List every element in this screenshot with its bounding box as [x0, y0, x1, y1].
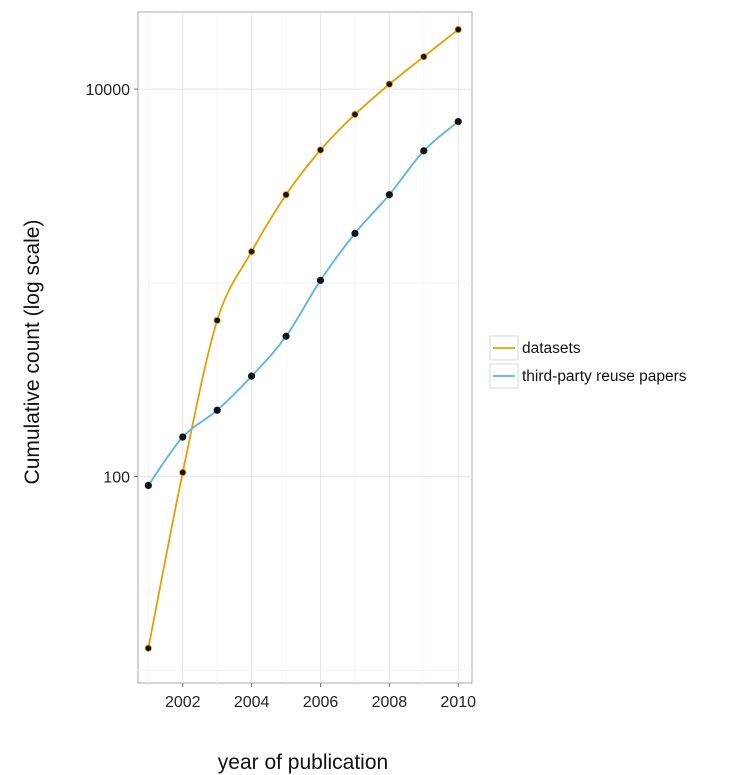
data-point-datasets — [179, 468, 187, 477]
data-point-datasets — [385, 80, 393, 88]
data-point-datasets — [213, 316, 221, 324]
axis-ticks: 2002 2004 2006 2008 2010 100 10000 — [86, 82, 477, 711]
legend: datasets third-party reuse papers — [489, 335, 687, 389]
data-point-third-party-reuse-papers — [248, 372, 256, 380]
y-tick-label: 100 — [103, 470, 130, 487]
data-point-third-party-reuse-papers — [144, 481, 152, 490]
y-axis-title: Cumulative count (log scale) — [21, 220, 44, 485]
series-line-third-party-reuse-papers — [147, 120, 459, 486]
data-point-third-party-reuse-papers — [316, 276, 325, 284]
data-point-third-party-reuse-papers — [282, 332, 290, 340]
data-point-datasets — [454, 25, 462, 34]
data-point-third-party-reuse-papers — [351, 229, 359, 237]
data-point-datasets — [316, 146, 325, 154]
grid-lines — [138, 12, 472, 683]
x-tick-label: 2010 — [440, 694, 476, 711]
x-tick-label: 2008 — [372, 694, 408, 711]
x-tick-label: 2004 — [234, 694, 270, 711]
data-point-third-party-reuse-papers — [213, 406, 221, 414]
x-tick-label: 2002 — [165, 694, 201, 711]
data-point-third-party-reuse-papers — [385, 191, 393, 199]
data-point-datasets — [351, 110, 359, 119]
data-point-datasets — [248, 247, 256, 256]
data-point-third-party-reuse-papers — [420, 147, 428, 155]
y-tick-label: 10000 — [86, 82, 131, 99]
data-point-datasets — [144, 644, 152, 652]
legend-label-third-party-reuse-papers: third-party reuse papers — [522, 368, 687, 385]
data-point-datasets — [282, 191, 290, 199]
plot-background — [137, 11, 473, 684]
data-point-third-party-reuse-papers — [179, 433, 187, 441]
plot-panel — [137, 11, 473, 684]
x-tick-label: 2006 — [303, 694, 339, 711]
data-point-third-party-reuse-papers — [454, 117, 462, 126]
legend-label-datasets: datasets — [522, 340, 581, 357]
data-point-datasets — [420, 53, 428, 61]
x-axis-title: year of publication — [218, 751, 388, 774]
data-points — [144, 25, 462, 652]
